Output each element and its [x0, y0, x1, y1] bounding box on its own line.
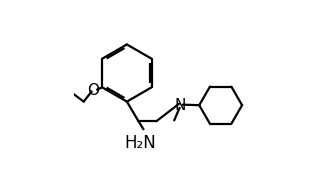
- Text: N: N: [175, 98, 186, 113]
- Text: H₂N: H₂N: [124, 134, 156, 152]
- Text: O: O: [88, 82, 99, 98]
